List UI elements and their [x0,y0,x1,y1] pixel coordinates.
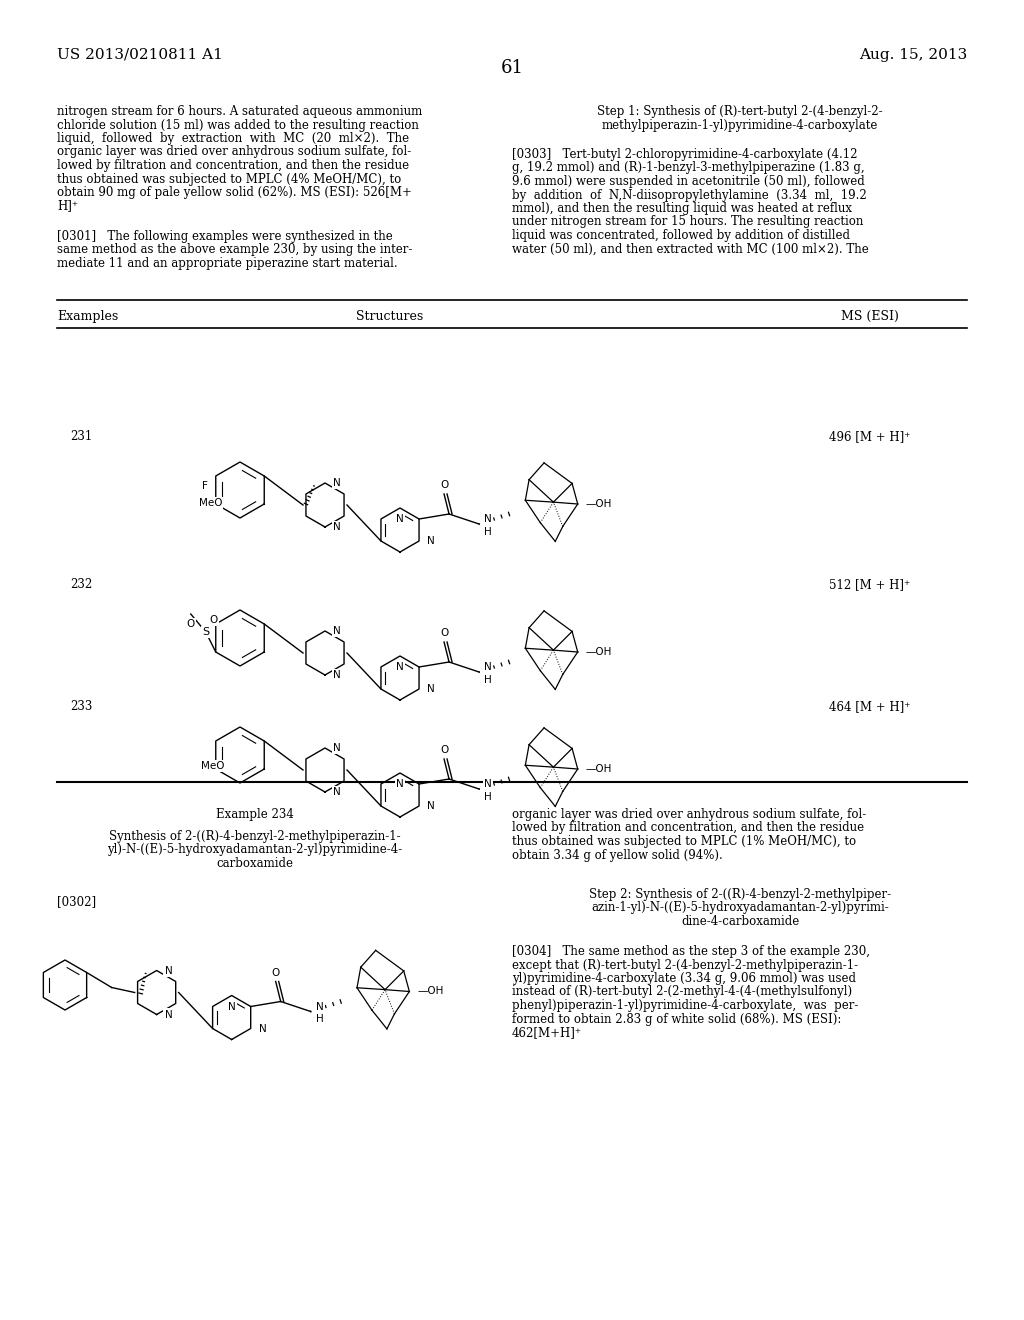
Text: N: N [333,626,341,636]
Text: O: O [440,480,449,490]
Text: N: N [484,779,492,789]
Text: lowed by filtration and concentration, and then the residue: lowed by filtration and concentration, a… [57,158,410,172]
Text: —OH: —OH [586,499,612,510]
Text: Synthesis of 2-((R)-4-benzyl-2-methylpiperazin-1-: Synthesis of 2-((R)-4-benzyl-2-methylpip… [110,830,400,843]
Text: obtain 90 mg of pale yellow solid (62%). MS (ESI): 526[M+: obtain 90 mg of pale yellow solid (62%).… [57,186,412,199]
Text: 231: 231 [70,430,92,444]
Text: H: H [315,1015,324,1024]
Text: O: O [186,619,195,630]
Text: liquid,  followed  by  extraction  with  MC  (20  ml×2).  The: liquid, followed by extraction with MC (… [57,132,410,145]
Text: [0304]   The same method as the step 3 of the example 230,: [0304] The same method as the step 3 of … [512,945,870,958]
Text: S: S [202,627,209,638]
Text: thus obtained was subjected to MPLC (1% MeOH/MC), to: thus obtained was subjected to MPLC (1% … [512,836,856,847]
Text: N: N [396,779,403,789]
Text: Example 234: Example 234 [216,808,294,821]
Text: instead of (R)-tert-butyl 2-(2-methyl-4-(4-(methylsulfonyl): instead of (R)-tert-butyl 2-(2-methyl-4-… [512,986,852,998]
Text: 464 [M + H]⁺: 464 [M + H]⁺ [829,700,910,713]
Text: N: N [165,1010,172,1019]
Text: Step 2: Synthesis of 2-((R)-4-benzyl-2-methylpiper-: Step 2: Synthesis of 2-((R)-4-benzyl-2-m… [589,888,891,902]
Text: chloride solution (15 ml) was added to the resulting reaction: chloride solution (15 ml) was added to t… [57,119,419,132]
Text: —OH: —OH [418,986,443,997]
Text: N: N [333,671,341,680]
Text: except that (R)-tert-butyl 2-(4-benzyl-2-methylpiperazin-1-: except that (R)-tert-butyl 2-(4-benzyl-2… [512,958,858,972]
Text: N: N [259,1023,266,1034]
Text: 462[M+H]⁺: 462[M+H]⁺ [512,1026,582,1039]
Text: carboxamide: carboxamide [216,857,294,870]
Text: —OH: —OH [586,764,612,774]
Text: O: O [271,968,280,978]
Text: 496 [M + H]⁺: 496 [M + H]⁺ [829,430,910,444]
Text: by  addition  of  N,N-diisopropylethylamine  (3.34  ml,  19.2: by addition of N,N-diisopropylethylamine… [512,189,866,202]
Text: N: N [165,965,172,975]
Text: —OH: —OH [586,647,612,657]
Text: organic layer was dried over anhydrous sodium sulfate, fol-: organic layer was dried over anhydrous s… [57,145,412,158]
Text: N: N [333,521,341,532]
Text: 9.6 mmol) were suspended in acetonitrile (50 ml), followed: 9.6 mmol) were suspended in acetonitrile… [512,176,864,187]
Text: formed to obtain 2.83 g of white solid (68%). MS (ESI):: formed to obtain 2.83 g of white solid (… [512,1012,842,1026]
Text: N: N [484,663,492,672]
Text: phenyl)piperazin-1-yl)pyrimidine-4-carboxylate,  was  per-: phenyl)piperazin-1-yl)pyrimidine-4-carbo… [512,999,858,1012]
Text: yl)pyrimidine-4-carboxylate (3.34 g, 9.06 mmol) was used: yl)pyrimidine-4-carboxylate (3.34 g, 9.0… [512,972,856,985]
Text: MeO: MeO [199,498,222,508]
Text: N: N [484,513,492,524]
Text: water (50 ml), and then extracted with MC (100 ml×2). The: water (50 ml), and then extracted with M… [512,243,868,256]
Text: mmol), and then the resulting liquid was heated at reflux: mmol), and then the resulting liquid was… [512,202,852,215]
Text: N: N [315,1002,324,1011]
Text: Structures: Structures [356,310,424,323]
Text: O: O [210,615,218,624]
Text: H: H [484,527,492,537]
Text: N: N [427,684,435,694]
Text: mediate 11 and an appropriate piperazine start material.: mediate 11 and an appropriate piperazine… [57,257,397,271]
Text: thus obtained was subjected to MPLC (4% MeOH/MC), to: thus obtained was subjected to MPLC (4% … [57,173,401,186]
Text: lowed by filtration and concentration, and then the residue: lowed by filtration and concentration, a… [512,821,864,834]
Text: N: N [333,478,341,488]
Text: methylpiperazin-1-yl)pyrimidine-4-carboxylate: methylpiperazin-1-yl)pyrimidine-4-carbox… [602,119,879,132]
Text: same method as the above example 230, by using the inter-: same method as the above example 230, by… [57,243,413,256]
Text: N: N [396,663,403,672]
Text: obtain 3.34 g of yellow solid (94%).: obtain 3.34 g of yellow solid (94%). [512,849,723,862]
Text: N: N [427,801,435,810]
Text: F: F [202,480,208,491]
Text: 232: 232 [70,578,92,591]
Text: 61: 61 [501,59,523,77]
Text: O: O [440,628,449,638]
Text: N: N [333,787,341,797]
Text: N: N [396,513,403,524]
Text: MS (ESI): MS (ESI) [841,310,899,323]
Text: Examples: Examples [57,310,118,323]
Text: Step 1: Synthesis of (R)-tert-butyl 2-(4-benzyl-2-: Step 1: Synthesis of (R)-tert-butyl 2-(4… [597,106,883,117]
Text: azin-1-yl)-N-((E)-5-hydroxyadamantan-2-yl)pyrimi-: azin-1-yl)-N-((E)-5-hydroxyadamantan-2-y… [591,902,889,915]
Text: g, 19.2 mmol) and (R)-1-benzyl-3-methylpiperazine (1.83 g,: g, 19.2 mmol) and (R)-1-benzyl-3-methylp… [512,161,864,174]
Text: 512 [M + H]⁺: 512 [M + H]⁺ [829,578,910,591]
Text: under nitrogen stream for 15 hours. The resulting reaction: under nitrogen stream for 15 hours. The … [512,215,863,228]
Text: nitrogen stream for 6 hours. A saturated aqueous ammonium: nitrogen stream for 6 hours. A saturated… [57,106,422,117]
Text: dine-4-carboxamide: dine-4-carboxamide [681,915,799,928]
Text: [0303]   Tert-butyl 2-chloropyrimidine-4-carboxylate (4.12: [0303] Tert-butyl 2-chloropyrimidine-4-c… [512,148,857,161]
Text: US 2013/0210811 A1: US 2013/0210811 A1 [57,48,223,62]
Text: H: H [484,792,492,803]
Text: organic layer was dried over anhydrous sodium sulfate, fol-: organic layer was dried over anhydrous s… [512,808,866,821]
Text: MeO: MeO [202,762,225,771]
Text: yl)-N-((E)-5-hydroxyadamantan-2-yl)pyrimidine-4-: yl)-N-((E)-5-hydroxyadamantan-2-yl)pyrim… [108,843,402,857]
Text: N: N [333,743,341,752]
Text: O: O [440,744,449,755]
Text: 233: 233 [70,700,92,713]
Text: N: N [427,536,435,546]
Text: [0301]   The following examples were synthesized in the: [0301] The following examples were synth… [57,230,393,243]
Text: [0302]: [0302] [57,895,96,908]
Text: Aug. 15, 2013: Aug. 15, 2013 [859,48,967,62]
Text: H: H [484,675,492,685]
Text: liquid was concentrated, followed by addition of distilled: liquid was concentrated, followed by add… [512,228,850,242]
Text: H]⁺: H]⁺ [57,199,78,213]
Text: N: N [227,1002,236,1011]
